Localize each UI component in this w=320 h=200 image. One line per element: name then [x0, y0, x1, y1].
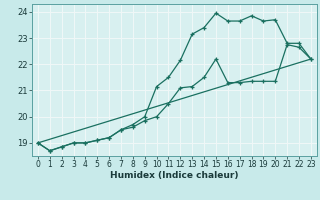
X-axis label: Humidex (Indice chaleur): Humidex (Indice chaleur) [110, 171, 239, 180]
